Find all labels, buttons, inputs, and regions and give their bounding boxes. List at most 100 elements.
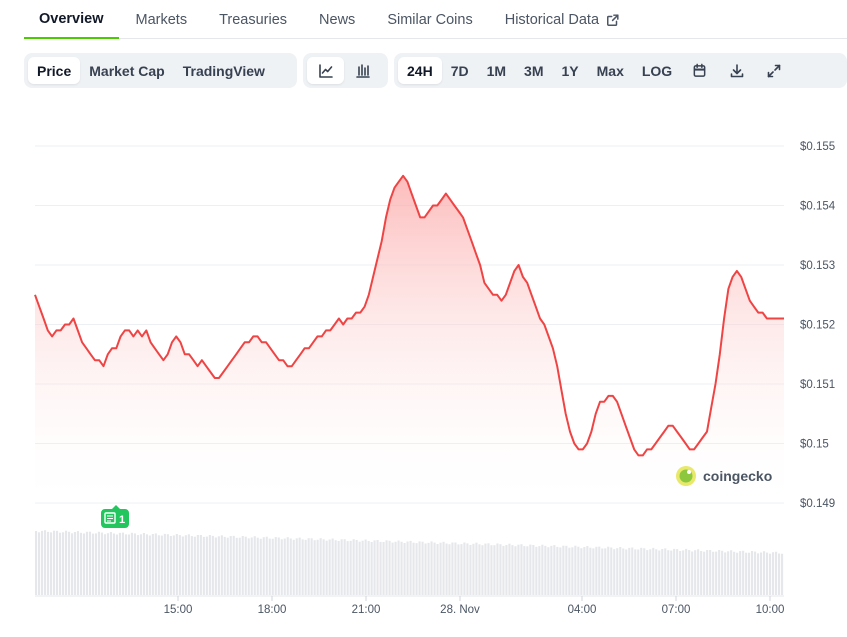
line-chart-icon[interactable] [307, 57, 344, 84]
volume-bar [109, 532, 112, 595]
volume-bar [475, 542, 478, 595]
volume-bar [529, 544, 532, 595]
volume-bar [553, 545, 556, 595]
range-3m-button[interactable]: 3M [524, 62, 544, 79]
volume-bar [226, 537, 229, 595]
volume-bar [520, 544, 523, 595]
volume-bar [71, 533, 74, 595]
volume-bar [625, 549, 628, 595]
volume-bar [643, 548, 646, 595]
tab-overview[interactable]: Overview [24, 0, 119, 39]
volume-bar [760, 552, 763, 595]
volume-bar [742, 550, 745, 595]
volume-bar [190, 536, 193, 595]
volume-bar [754, 551, 757, 595]
volume-bar [283, 538, 286, 595]
market-cap-view-button[interactable]: Market Cap [89, 62, 165, 79]
tab-similar-coins[interactable]: Similar Coins [387, 0, 472, 39]
volume-bar [47, 531, 50, 595]
volume-bar [62, 532, 65, 595]
volume-bar [397, 540, 400, 595]
volume-bar [631, 547, 634, 595]
volume-bar [502, 545, 505, 595]
volume-bar [574, 545, 577, 595]
volume-bar [184, 535, 187, 595]
volume-bar [229, 536, 232, 595]
volume-bar [50, 532, 53, 595]
volume-bar [775, 551, 778, 595]
volume-bar [646, 550, 649, 595]
volume-bar [730, 550, 733, 595]
candlestick-chart-icon[interactable] [344, 57, 381, 84]
tab-historical-data[interactable]: Historical Data [505, 0, 620, 39]
tradingview-view-button[interactable]: TradingView [182, 62, 265, 79]
volume-bar [271, 538, 274, 595]
volume-bar [526, 546, 529, 595]
calendar-icon[interactable] [681, 57, 718, 84]
volume-bar [667, 550, 670, 595]
volume-bar [781, 553, 784, 595]
y-axis: $0.149 $0.15 $0.151 $0.152 $0.153 $0.154 $0.15… [800, 141, 836, 510]
y-tick-label: $0.149 [800, 498, 835, 510]
volume-bar [676, 549, 679, 595]
volume-bar [391, 542, 394, 595]
volume-bar [59, 532, 62, 595]
volume-bar [268, 538, 271, 595]
volume-bar [460, 544, 463, 595]
price-chart[interactable]: $0.149 $0.15 $0.151 $0.152 $0.153 $0.154 $0.15… [0, 95, 847, 637]
volume-bar [499, 544, 502, 595]
news-event-badge[interactable]: 1 [101, 505, 129, 528]
y-tick-label: $0.154 [800, 201, 836, 213]
volume-bar [607, 546, 610, 595]
log-scale-button[interactable]: LOG [641, 62, 673, 79]
tab-label: Treasuries [219, 11, 288, 28]
volume-bar [400, 541, 403, 595]
volume-bar [778, 553, 781, 595]
price-view-button[interactable]: Price [28, 57, 81, 84]
volume-bar [589, 547, 592, 595]
download-icon[interactable] [718, 57, 755, 84]
volume-bar [424, 543, 427, 595]
tab-label: Historical Data [504, 11, 600, 28]
volume-bar [103, 534, 106, 595]
volume-bar [454, 542, 457, 595]
volume-bar [112, 533, 115, 595]
volume-bar [220, 535, 223, 595]
volume-bar [517, 544, 520, 595]
tab-treasuries[interactable]: Treasuries [219, 0, 287, 39]
volume-bar [94, 533, 97, 595]
tab-news[interactable]: News [319, 0, 355, 39]
volume-bar [712, 551, 715, 595]
volume-bar [301, 539, 304, 595]
volume-bar [292, 539, 295, 595]
volume-bar [280, 539, 283, 595]
volume-bar [56, 530, 59, 595]
volume-bar [511, 545, 514, 595]
tab-markets[interactable]: Markets [136, 0, 188, 39]
volume-bar [634, 549, 637, 595]
volume-bar [172, 535, 175, 595]
range-1m-button[interactable]: 1M [486, 62, 507, 79]
volume-bar [706, 550, 709, 595]
range-24h-button[interactable]: 24H [398, 57, 442, 84]
volume-bar [118, 532, 121, 595]
volume-bar [313, 540, 316, 595]
volume-bar [250, 537, 253, 595]
volume-bar [739, 551, 742, 595]
fullscreen-icon[interactable] [755, 57, 792, 84]
volume-bar [76, 531, 79, 595]
range-1y-button[interactable]: 1Y [561, 62, 579, 79]
volume-bar [616, 548, 619, 595]
volume-bar [346, 541, 349, 595]
range-7d-button[interactable]: 7D [450, 62, 469, 79]
volume-bar [97, 531, 100, 595]
volume-bar [508, 543, 511, 595]
volume-bar [535, 546, 538, 595]
volume-bar [343, 539, 346, 595]
tab-label: Markets [135, 11, 188, 28]
volume-bar [322, 539, 325, 595]
range-max-button[interactable]: Max [596, 62, 624, 79]
volume-bar [259, 538, 262, 595]
volume-bar [622, 548, 625, 595]
volume-bar [751, 551, 754, 595]
